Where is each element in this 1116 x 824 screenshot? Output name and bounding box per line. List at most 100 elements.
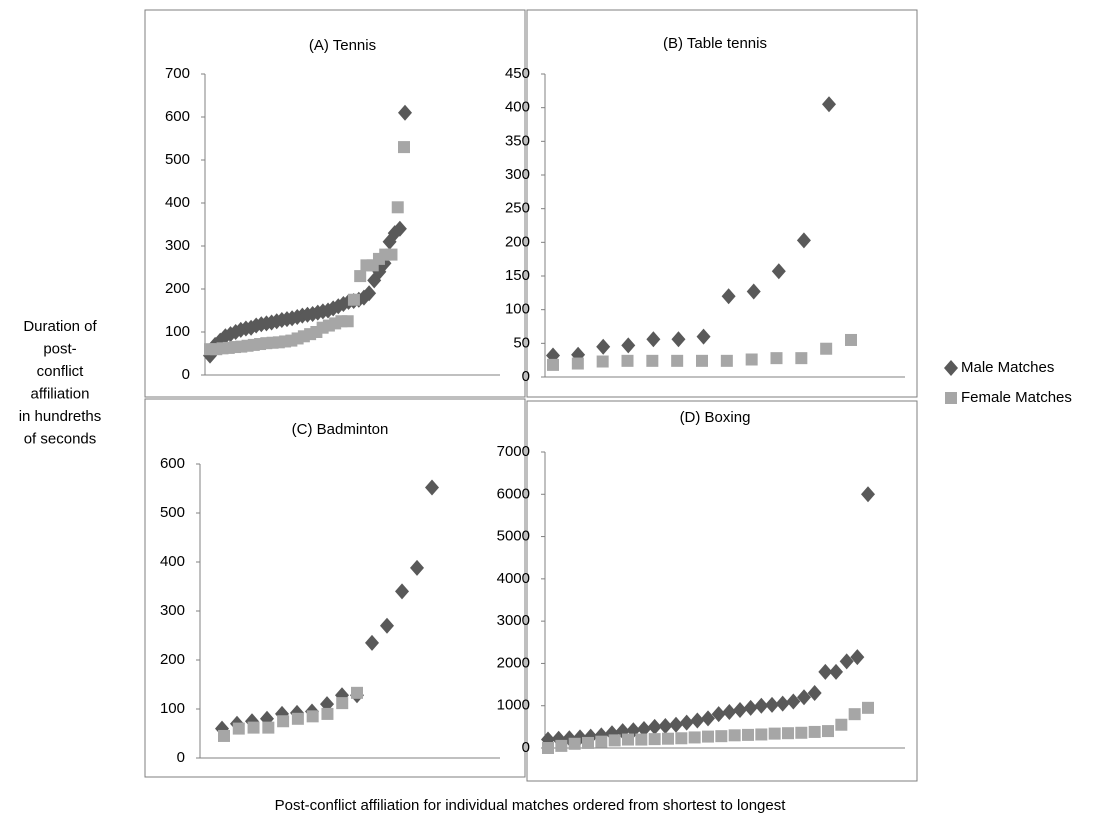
y-tick-label: 200 — [505, 233, 530, 250]
data-point — [850, 649, 865, 666]
panel-frame — [526, 400, 918, 782]
data-point — [679, 714, 694, 731]
data-point — [786, 693, 801, 710]
data-point — [722, 704, 737, 721]
y-tick-label: 0 — [522, 368, 530, 385]
data-point — [733, 701, 747, 718]
data-point — [262, 721, 275, 734]
data-point — [365, 634, 379, 651]
data-point — [380, 617, 394, 634]
legend-label: Female Matches — [961, 389, 1072, 406]
data-point — [782, 727, 794, 740]
y-tick-label: 100 — [505, 301, 530, 318]
panel-frame — [144, 398, 526, 778]
data-point — [321, 707, 334, 720]
data-point — [635, 733, 648, 746]
data-point — [568, 737, 581, 750]
data-point — [306, 710, 319, 723]
data-point — [768, 727, 781, 740]
data-point — [835, 718, 848, 731]
data-point — [647, 718, 662, 735]
y-tick-label: 100 — [165, 323, 190, 340]
data-point — [547, 358, 559, 371]
y-tick-label: 0 — [182, 366, 190, 383]
data-point — [571, 357, 584, 370]
legend-marker — [944, 360, 958, 376]
y-tick-label: 200 — [160, 651, 185, 668]
y-tick-label: 2000 — [497, 654, 530, 671]
panel-frame — [144, 9, 526, 398]
data-point — [743, 699, 758, 716]
data-point — [582, 736, 594, 749]
data-point — [795, 726, 808, 739]
y-tick-label: 7000 — [497, 443, 530, 460]
data-point — [701, 710, 715, 727]
y-tick-label: 300 — [160, 602, 185, 619]
data-point — [755, 728, 768, 741]
data-point — [862, 701, 874, 714]
y-tick-label: 0 — [522, 739, 530, 756]
data-point — [608, 734, 621, 747]
data-point — [822, 96, 836, 113]
y-axis-label: affiliation — [31, 385, 90, 402]
y-tick-label: 6000 — [497, 485, 530, 502]
data-point — [675, 732, 688, 745]
y-tick-label: 300 — [505, 166, 530, 183]
data-point — [658, 718, 673, 735]
y-tick-label: 350 — [505, 132, 530, 149]
y-tick-label: 600 — [160, 455, 185, 472]
y-tick-label: 150 — [505, 267, 530, 284]
data-point — [596, 355, 609, 368]
x-axis-label: Post-conflict affiliation for individual… — [275, 797, 787, 814]
y-tick-label: 300 — [165, 237, 190, 254]
data-point — [555, 739, 568, 752]
y-tick-label: 450 — [505, 65, 530, 82]
y-tick-label: 400 — [160, 553, 185, 570]
data-point — [688, 731, 701, 744]
y-axis-label: of seconds — [24, 430, 97, 447]
data-point — [395, 583, 409, 600]
data-point — [765, 696, 779, 713]
data-point — [595, 735, 608, 748]
data-point — [696, 354, 708, 367]
data-point — [637, 720, 651, 737]
data-point — [385, 248, 398, 261]
y-tick-label: 250 — [505, 200, 530, 217]
y-tick-label: 500 — [165, 151, 190, 168]
data-point — [232, 722, 245, 735]
y-axis-label: conflict — [37, 363, 85, 380]
data-point — [646, 331, 661, 348]
data-point — [621, 354, 634, 367]
data-point — [277, 715, 290, 728]
y-tick-label: 5000 — [497, 528, 530, 545]
y-tick-label: 400 — [165, 194, 190, 211]
data-point — [808, 725, 821, 738]
data-point — [721, 288, 736, 305]
data-point — [392, 220, 407, 237]
data-point — [351, 686, 363, 699]
y-axis-label: post- — [43, 340, 76, 357]
data-point — [690, 712, 705, 729]
data-point — [425, 479, 439, 496]
data-point — [646, 354, 659, 367]
data-point — [770, 352, 783, 365]
data-point — [861, 486, 875, 503]
y-tick-label: 100 — [160, 700, 185, 717]
data-point — [336, 697, 349, 710]
data-point — [621, 337, 636, 354]
y-tick-label: 50 — [513, 334, 530, 351]
data-point — [742, 728, 754, 741]
y-tick-label: 400 — [505, 99, 530, 116]
data-point — [795, 352, 808, 365]
y-tick-label: 700 — [165, 65, 190, 82]
data-point — [754, 697, 769, 714]
data-point — [728, 729, 741, 742]
data-point — [771, 263, 786, 280]
y-tick-label: 1000 — [497, 697, 530, 714]
data-point — [596, 338, 611, 355]
data-point — [671, 354, 684, 367]
data-point — [745, 353, 758, 366]
data-point — [622, 733, 634, 746]
data-point — [696, 328, 711, 345]
chart-title: (D) Boxing — [680, 409, 751, 426]
